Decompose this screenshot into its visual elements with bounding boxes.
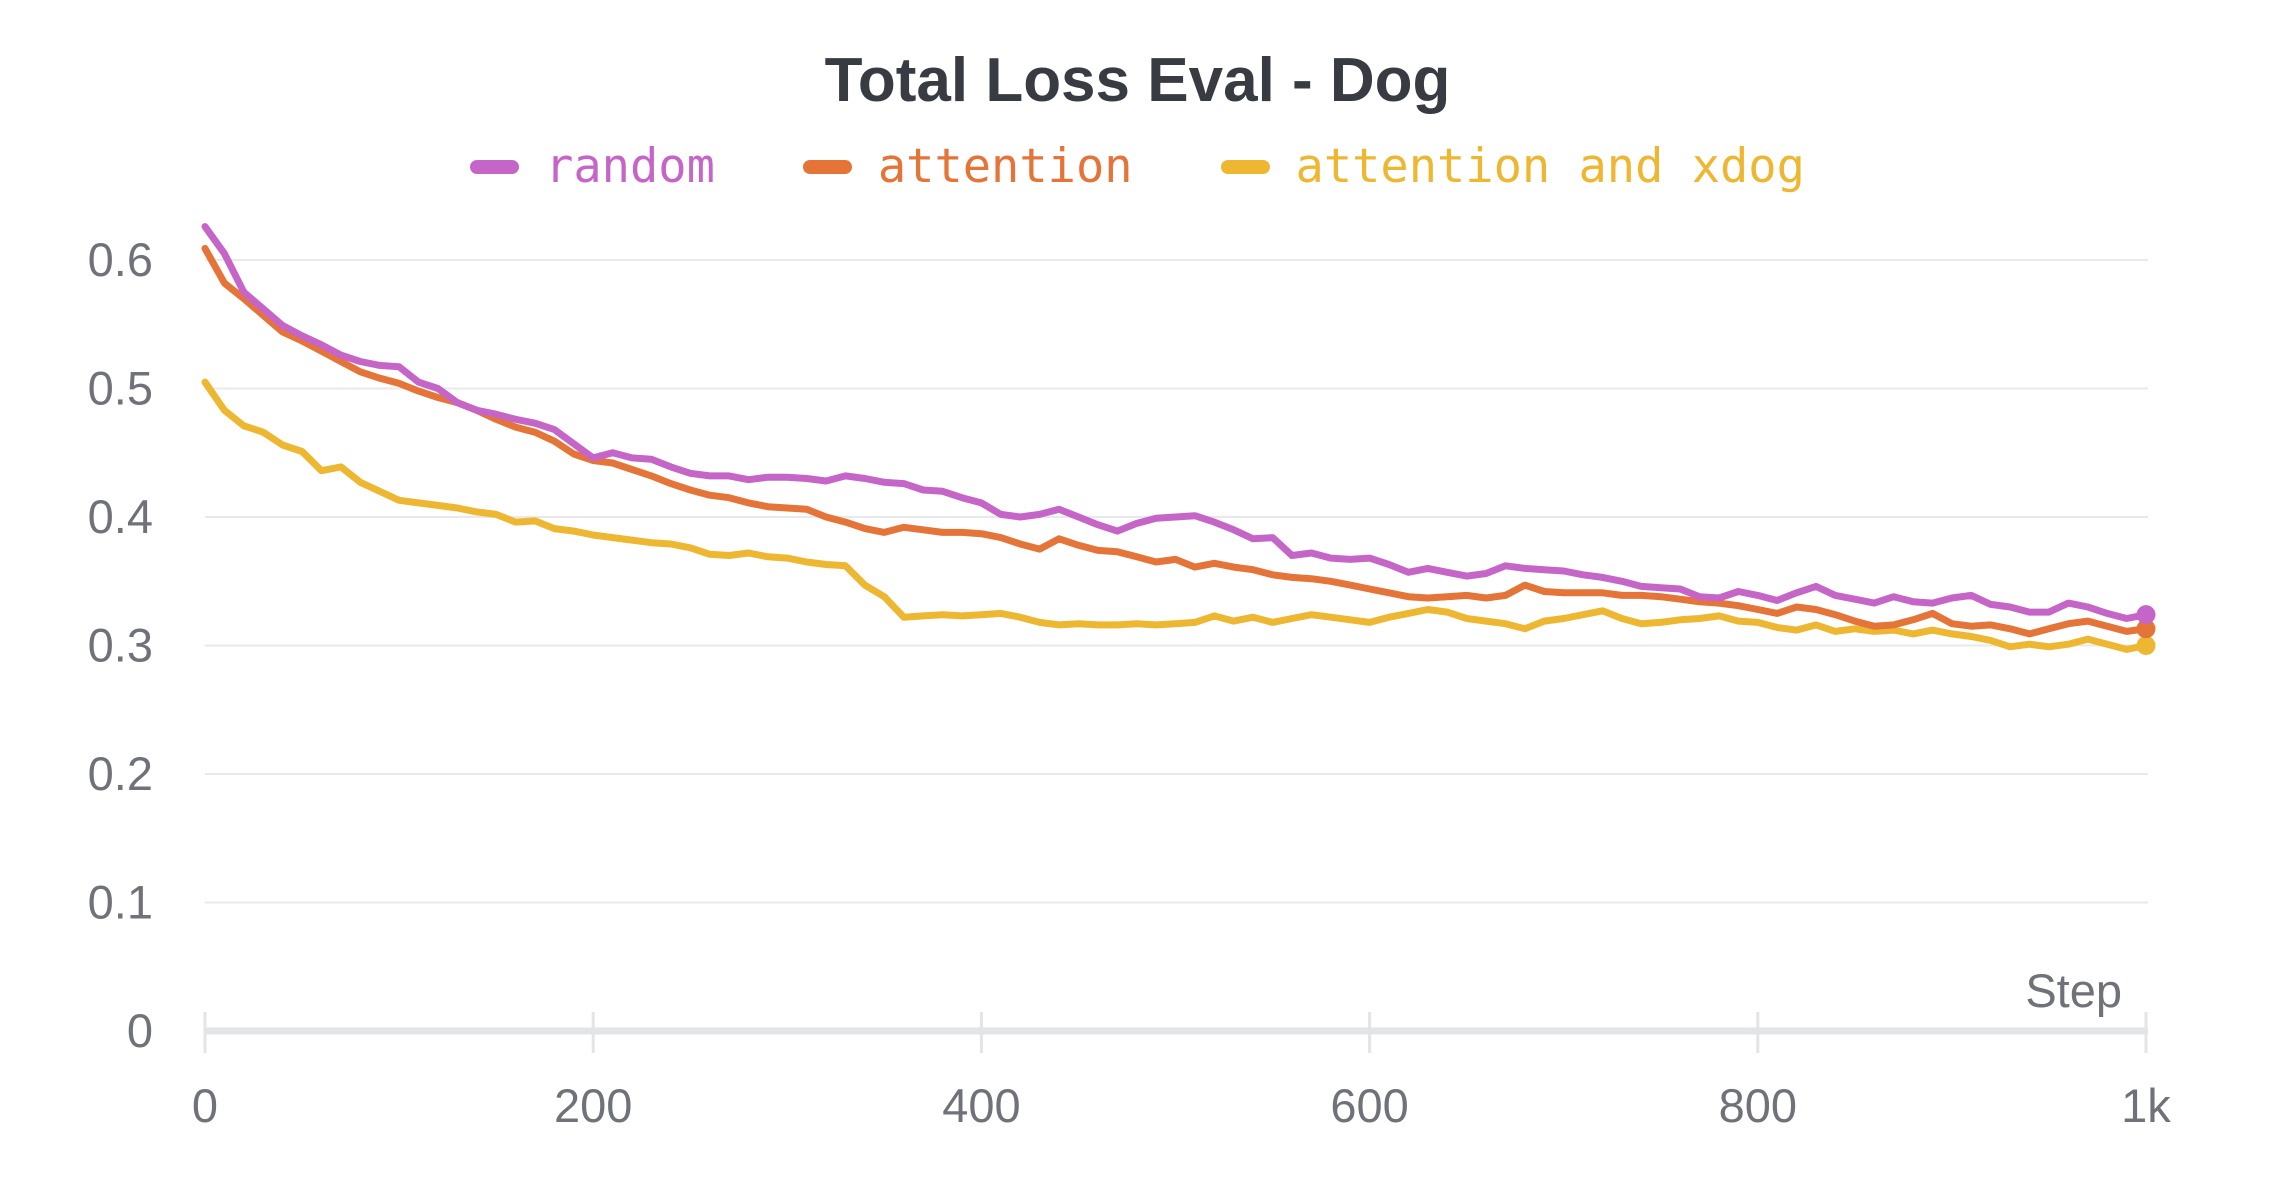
y-tick-label-0.5: 0.5 <box>88 362 153 415</box>
legend-swatch-random <box>470 160 520 175</box>
x-tick-label-800: 800 <box>1719 1079 1797 1132</box>
legend-label-attention: attention <box>877 139 1133 194</box>
legend-label-random: random <box>545 139 715 194</box>
x-tick-label-600: 600 <box>1330 1079 1408 1132</box>
y-tick-label-0: 0 <box>127 1004 153 1057</box>
y-tick-label-0.2: 0.2 <box>88 747 153 800</box>
series-endpoint-random <box>2136 605 2156 625</box>
legend-item-attention-and-xdog[interactable]: attention and xdog <box>1220 139 1805 194</box>
series-line-attention-and-xdog <box>201 378 2150 653</box>
legend-item-random[interactable]: random <box>470 139 715 194</box>
x-tick-label-1k: 1k <box>2121 1079 2171 1132</box>
chart-title: Total Loss Eval - Dog <box>824 46 1451 115</box>
legend-item-attention[interactable]: attention <box>802 139 1133 194</box>
x-tick-label-200: 200 <box>554 1079 632 1132</box>
y-tick-label-0.1: 0.1 <box>88 876 153 929</box>
series-endpoint-attention-and-xdog <box>2136 636 2156 655</box>
x-tick-label-0: 0 <box>192 1079 218 1132</box>
legend: random attention attention and xdog <box>0 139 2275 194</box>
series-endpoint-attention <box>2136 619 2156 639</box>
y-tick-label-0.3: 0.3 <box>88 619 153 672</box>
y-tick-label-0.6: 0.6 <box>88 233 153 286</box>
series-line-random <box>201 223 2150 622</box>
x-axis-label: Step <box>2025 964 2122 1017</box>
legend-swatch-attention-and-xdog <box>1220 160 1270 175</box>
legend-swatch-attention <box>802 160 852 175</box>
legend-label-attention-and-xdog: attention and xdog <box>1295 139 1805 194</box>
x-tick-label-400: 400 <box>942 1079 1020 1132</box>
y-tick-label-0.4: 0.4 <box>88 490 153 543</box>
series-line-attention <box>201 244 2150 638</box>
